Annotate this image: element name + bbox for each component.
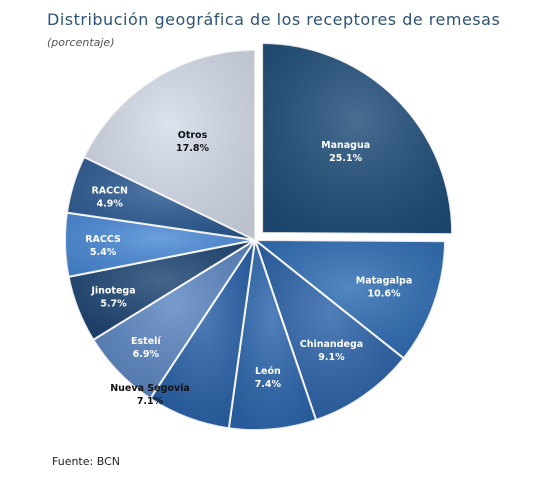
slice-value-label: 17.8% xyxy=(176,143,209,154)
pie-slice-shade xyxy=(65,212,255,277)
pie-slice-shade xyxy=(255,240,404,420)
pie-slice-shade xyxy=(93,240,255,399)
slice-label: RACCN xyxy=(91,185,128,196)
slice-value-label: 5.7% xyxy=(100,299,127,310)
slice-label: RACCS xyxy=(85,234,121,245)
slice-value-label: 6.9% xyxy=(133,349,160,360)
slice-value-label: 4.9% xyxy=(97,198,124,209)
slice-value-label: 9.1% xyxy=(318,352,345,363)
chart-title: Distribución geográfica de los receptore… xyxy=(47,10,501,29)
pie-slice-shade xyxy=(84,50,255,240)
slice-value-label: 7.1% xyxy=(137,396,164,407)
pie-slice-shade xyxy=(66,156,256,240)
slice-label: Jinotega xyxy=(90,286,135,297)
slice-label: Estelí xyxy=(131,336,161,347)
pie-slice-shade xyxy=(150,240,255,429)
pie-slice-shade xyxy=(255,240,445,359)
slice-label: Otros xyxy=(178,130,208,141)
chart-subtitle: (porcentaje) xyxy=(47,36,115,49)
slice-label: Managua xyxy=(321,140,370,151)
pie-slice-shade xyxy=(68,240,255,340)
slice-value-label: 10.6% xyxy=(368,289,401,300)
slice-value-label: 5.4% xyxy=(90,247,117,258)
slice-label: León xyxy=(255,366,281,377)
slice-label: Chinandega xyxy=(300,339,363,350)
slice-label: Nueva Segovia xyxy=(110,383,190,394)
slice-value-label: 7.4% xyxy=(255,379,282,390)
pie-slice-shade xyxy=(262,42,453,235)
slice-value-label: 25.1% xyxy=(329,153,362,164)
pie-slice-shade xyxy=(228,240,316,431)
slice-label: Matagalpa xyxy=(356,276,413,287)
source-note: Fuente: BCN xyxy=(52,455,120,468)
